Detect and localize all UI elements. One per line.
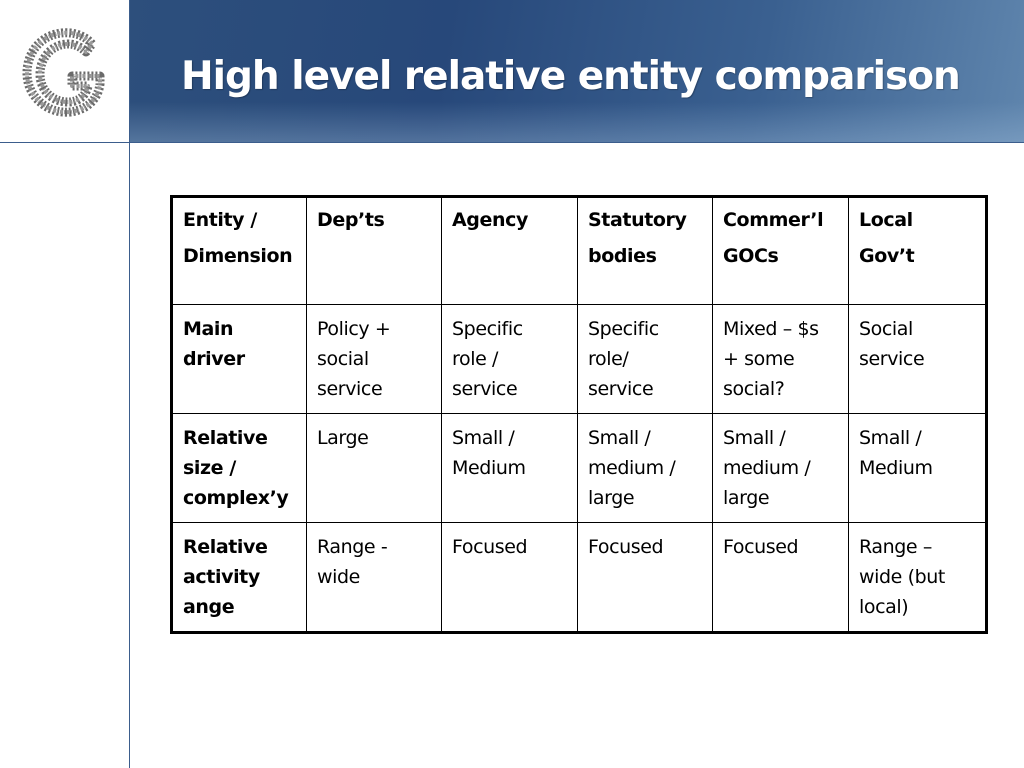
table-cell: Large — [306, 413, 442, 523]
table-cell: Range – wide (but local) — [848, 522, 987, 633]
table-row-relative-size: Relative size / complex’y Large Small / … — [171, 413, 987, 523]
slide-title: High level relative entity comparison — [181, 54, 961, 99]
logo-area — [0, 0, 129, 142]
table-cell: Mixed – $s + some social? — [712, 304, 849, 414]
row-label: Relative activity ange — [171, 522, 307, 633]
table-cell: Specific role / service — [441, 304, 578, 414]
table-cell: Specific role/ service — [577, 304, 713, 414]
header-cell-statutory-bodies: Statutory bodies — [577, 196, 713, 305]
table-cell: Small / medium / large — [577, 413, 713, 523]
table-cell: Social service — [848, 304, 987, 414]
table-cell: Small / Medium — [848, 413, 987, 523]
horizontal-divider — [0, 142, 1024, 143]
header-cell-commercial-gocs: Commer’l GOCs — [712, 196, 849, 305]
header-cell-dimension: Entity / Dimension — [171, 196, 307, 305]
header-band — [130, 0, 1024, 142]
table-row-relative-activity: Relative activity ange Range - wide Focu… — [171, 522, 987, 633]
table-cell: Focused — [712, 522, 849, 633]
row-label: Main driver — [171, 304, 307, 414]
header-cell-local-govt: Local Gov’t — [848, 196, 987, 305]
table-row-main-driver: Main driver Policy + social service Spec… — [171, 304, 987, 414]
table-cell: Range - wide — [306, 522, 442, 633]
stylized-g-logo-icon — [22, 28, 105, 117]
table-cell: Small / medium / large — [712, 413, 849, 523]
table-cell: Policy + social service — [306, 304, 442, 414]
header-cell-depts: Dep’ts — [306, 196, 442, 305]
header-cell-agency: Agency — [441, 196, 578, 305]
table-cell: Focused — [441, 522, 578, 633]
row-label: Relative size / complex’y — [171, 413, 307, 523]
comparison-table: Entity / Dimension Dep’ts Agency Statuto… — [170, 195, 988, 634]
table-cell: Focused — [577, 522, 713, 633]
vertical-divider — [129, 0, 130, 768]
table-header-row: Entity / Dimension Dep’ts Agency Statuto… — [171, 196, 987, 305]
table-cell: Small / Medium — [441, 413, 578, 523]
